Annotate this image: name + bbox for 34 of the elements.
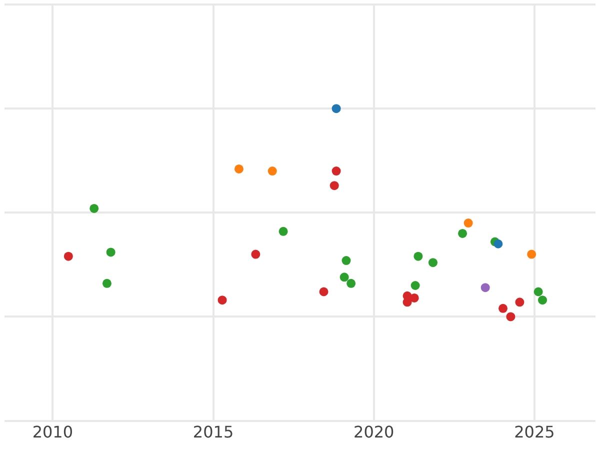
x-tick-label: 2010	[32, 422, 74, 442]
point	[480, 283, 490, 292]
point	[332, 104, 341, 114]
point	[414, 252, 423, 261]
point	[410, 293, 419, 302]
point	[464, 218, 473, 228]
point	[515, 298, 524, 307]
point	[64, 252, 73, 261]
x-tick-label: 2015	[192, 422, 234, 442]
point	[319, 287, 328, 296]
point	[527, 250, 536, 259]
point	[340, 272, 349, 282]
point	[330, 181, 339, 190]
x-tick-label: 2025	[514, 422, 555, 442]
point	[251, 250, 260, 259]
point	[498, 304, 508, 313]
point	[234, 164, 244, 174]
point	[458, 228, 468, 238]
point	[218, 296, 227, 305]
point	[506, 312, 516, 322]
point	[332, 166, 341, 176]
point	[410, 281, 420, 290]
point	[428, 258, 438, 268]
x-tick-label: 2020	[354, 422, 394, 442]
point	[268, 166, 277, 176]
point	[494, 239, 503, 248]
point	[90, 204, 99, 213]
point	[346, 278, 356, 288]
point	[102, 278, 112, 288]
point	[534, 287, 543, 296]
point	[106, 248, 116, 257]
point	[538, 296, 548, 305]
point	[278, 226, 288, 236]
point	[342, 256, 351, 266]
